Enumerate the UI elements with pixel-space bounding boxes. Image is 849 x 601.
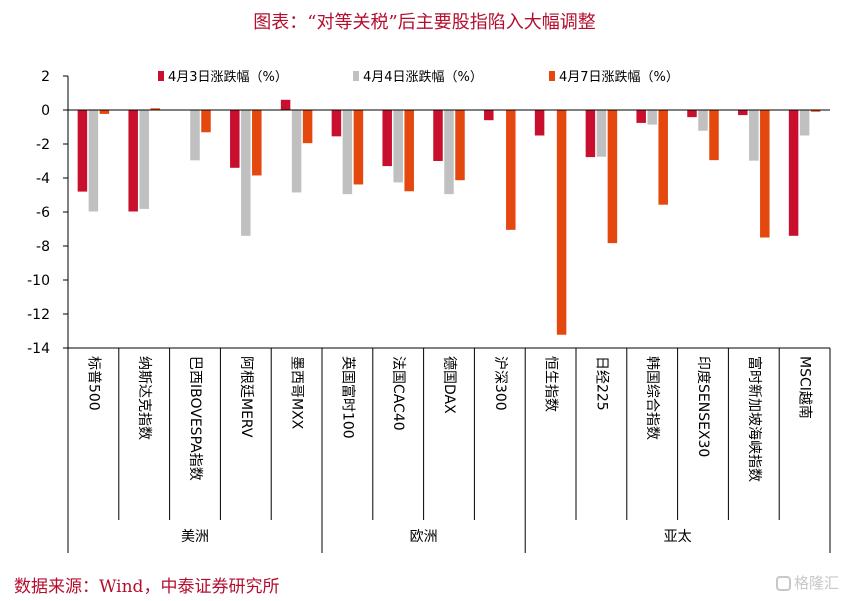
category-label: 富时新加坡海峡指数: [746, 356, 763, 482]
bar-s2-12: [698, 110, 708, 131]
y-tick-label: -4: [36, 171, 50, 187]
bar-s3-5: [353, 110, 364, 185]
legend-label-2: 4月4日涨跌幅（%）: [363, 69, 483, 85]
group-label: 欧洲: [410, 529, 438, 545]
bar-s1-13: [738, 110, 748, 116]
bar-s3-10: [607, 110, 618, 244]
bar-s3-2: [201, 110, 211, 133]
group-label: 亚太: [664, 529, 692, 545]
category-label: 巴西IBOVESPA指数: [187, 356, 203, 481]
category-label: 德国DAX: [441, 356, 457, 414]
bar-s1-1: [128, 110, 138, 212]
bar-s1-7: [433, 110, 443, 161]
bar-s1-11: [636, 110, 646, 123]
bar-s3-8: [506, 110, 516, 230]
category-label: 日经225: [593, 356, 609, 411]
bar-s2-5: [342, 110, 353, 195]
y-tick-label: -10: [27, 273, 50, 289]
bar-s2-2: [190, 110, 200, 161]
bar-s1-9: [534, 110, 545, 136]
watermark-logo-icon: [775, 576, 791, 591]
bar-s1-0: [77, 110, 88, 192]
category-label: 韩国综合指数: [644, 356, 660, 440]
bar-s2-14: [799, 110, 810, 136]
bar-s1-12: [687, 110, 697, 118]
legend-label-3: 4月7日涨跌幅（%）: [559, 69, 679, 85]
y-tick-label: 2: [41, 69, 50, 85]
legend-swatch-2: [353, 71, 359, 81]
bar-s3-14: [810, 110, 821, 112]
watermark-text: 格隆汇: [793, 574, 839, 592]
bar-s3-0: [99, 110, 110, 114]
category-label: 阿根廷MERV: [238, 356, 254, 438]
bar-s1-10: [585, 110, 596, 158]
category-label: 印度SENSEX30: [695, 356, 711, 457]
category-label: 墨西哥MXX: [289, 356, 305, 430]
y-tick-label: -8: [36, 239, 50, 255]
bar-s2-10: [596, 110, 607, 157]
bar-s3-9: [556, 110, 567, 335]
bar-s2-3: [241, 110, 251, 236]
legend-swatch-3: [549, 71, 555, 81]
y-tick-label: -12: [27, 307, 50, 323]
y-tick-label: 0: [41, 103, 50, 119]
category-label: 标普500: [85, 356, 101, 411]
category-label: 沪深300: [492, 356, 508, 411]
category-label: 法国CAC40: [390, 356, 406, 431]
source-note: 数据来源：Wind，中泰证券研究所: [14, 577, 280, 597]
y-tick-label: -6: [36, 205, 50, 221]
watermark: 格隆汇: [775, 572, 839, 593]
bar-s3-13: [760, 110, 770, 238]
y-tick-label: -14: [27, 341, 50, 357]
category-label: 英国富时100: [339, 356, 356, 439]
bar-s1-5: [331, 110, 342, 137]
bar-s2-7: [444, 110, 454, 195]
category-label: 纳斯达克指数: [136, 356, 152, 440]
y-tick-label: -2: [36, 137, 50, 153]
bar-s3-12: [709, 110, 719, 161]
bar-s3-1: [150, 108, 160, 110]
bar-s3-7: [455, 110, 465, 181]
category-label: 恒生指数: [543, 356, 559, 412]
bar-s2-4: [291, 110, 302, 193]
bar-s3-3: [252, 110, 262, 176]
bar-s2-0: [88, 110, 99, 212]
bar-s2-13: [749, 110, 759, 161]
bar-s2-6: [393, 110, 403, 183]
bar-s1-6: [382, 110, 392, 167]
group-label: 美洲: [181, 529, 209, 545]
legend-label-1: 4月3日涨跌幅（%）: [168, 69, 288, 85]
bar-s2-11: [647, 110, 657, 125]
bar-s3-6: [404, 110, 414, 192]
bar-s2-1: [139, 110, 149, 209]
chart-title: 图表：“对等关税”后主要股指陷入大幅调整: [253, 12, 596, 33]
bar-s3-4: [302, 110, 313, 144]
category-label: MSCI越南: [797, 356, 813, 419]
bar-s1-3: [230, 110, 240, 168]
bar-s1-4: [280, 99, 291, 110]
bar-s1-8: [484, 110, 494, 121]
legend-swatch-1: [158, 71, 164, 81]
bar-s1-14: [788, 110, 799, 236]
bar-s3-11: [658, 110, 668, 205]
